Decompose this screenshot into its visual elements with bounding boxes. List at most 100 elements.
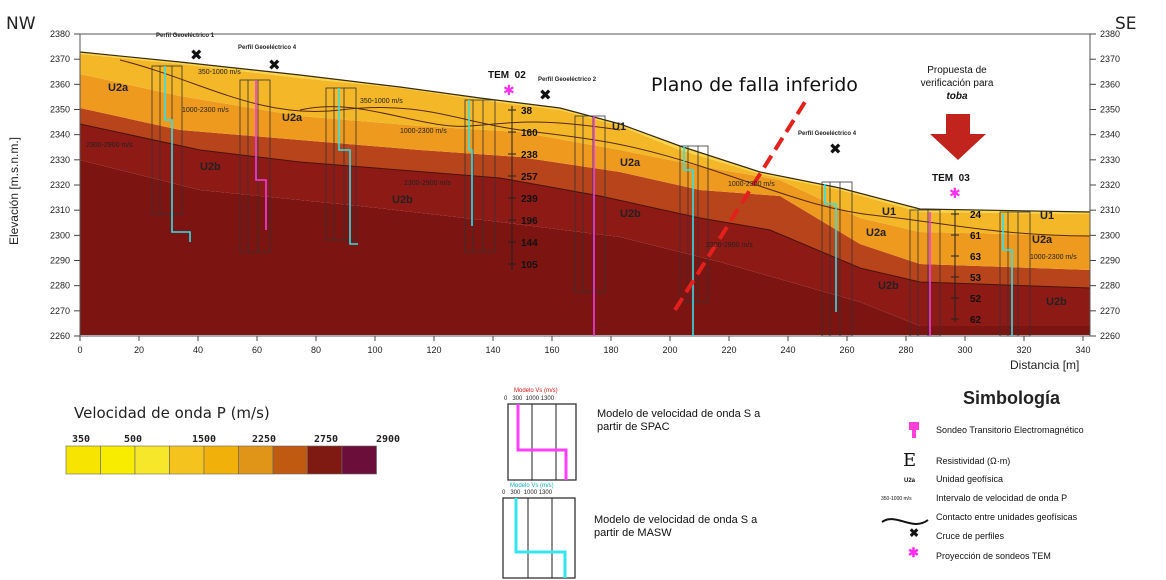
layer-u2b-mid	[80, 108, 1090, 288]
x-tick-label: 100	[367, 345, 382, 355]
layer-u2b-deep	[80, 124, 1090, 326]
profile-cross-icon: ✖	[909, 526, 920, 540]
velocity-label: 2300-2900 m/s	[404, 180, 451, 187]
velocity-color-swatch	[238, 445, 274, 475]
unit-label: U2b	[620, 208, 641, 220]
velocity-legend-tick: 500	[124, 434, 143, 445]
tem-projection-markers: ✱ ✱	[503, 83, 961, 202]
x-tick-label: 340	[1075, 345, 1090, 355]
unit-label: U2b	[878, 280, 899, 292]
direction-left: NW	[6, 14, 36, 34]
y-tick-label: 2350	[50, 105, 70, 115]
y-tick-label: 2270	[1100, 306, 1120, 316]
tem02-value: 257	[521, 172, 538, 183]
tem-projection-icon: ✱	[908, 545, 919, 560]
unit-label: U2a	[282, 112, 303, 124]
profile-cross-icon: ✖	[539, 86, 552, 104]
spac-model-ticks: 0 300 1000 1300	[504, 396, 555, 402]
velocity-label: 350-1000 m/s	[360, 98, 403, 105]
y-tick-label: 2340	[1100, 130, 1120, 140]
tem03-value: 24	[970, 210, 982, 221]
x-tick-label: 20	[134, 345, 144, 355]
profile-cross-icon: ✖	[190, 46, 203, 64]
x-tick-label: 260	[839, 345, 854, 355]
tem02-value: 238	[521, 150, 538, 161]
contact-line	[299, 106, 621, 131]
x-tick-label: 160	[544, 345, 559, 355]
velocity-label: 1000-2300 m/s	[182, 107, 229, 114]
tem02-value: 144	[521, 238, 538, 249]
spac-model-box	[507, 403, 577, 481]
y-tick-label: 2310	[1100, 205, 1120, 215]
simbologia-title: Simbología	[963, 388, 1061, 408]
x-tick-label: 140	[485, 345, 500, 355]
velocity-legend-tick: 2250	[252, 434, 277, 445]
unit-label: U2a	[620, 157, 641, 169]
y-tick-label: 2330	[50, 155, 70, 165]
y-tick-label: 2260	[1100, 331, 1120, 341]
velocity-color-swatch	[307, 445, 343, 475]
y-tick-label: 2270	[50, 306, 70, 316]
simbologia-item: Cruce de perfiles	[936, 531, 1005, 541]
tem03-value: 61	[970, 231, 982, 242]
simbologia-item: Proyección de sondeos TEM	[936, 551, 1051, 561]
tem03-value: 53	[970, 273, 982, 284]
velocity-legend-tick: 350	[72, 434, 91, 445]
masw-model-text: Modelo de velocidad de onda S a partir d…	[594, 514, 758, 539]
tem-projection-icon: ✱	[949, 186, 961, 202]
unit-label: U1	[612, 121, 627, 133]
unit-label: U2a	[866, 227, 887, 239]
velocity-color-swatch	[203, 445, 239, 475]
x-tick-label: 120	[426, 345, 441, 355]
y-tick-label: 2330	[1100, 155, 1120, 165]
spac-model-text: Modelo de velocidad de onda S a partir d…	[597, 408, 761, 433]
geophysical-unit-icon: U2a	[904, 478, 916, 484]
x-tick-label: 0	[77, 345, 82, 355]
velocity-legend-tick: 2900	[376, 434, 401, 445]
y-tick-label: 2260	[50, 331, 70, 341]
unit-label: U1	[1040, 210, 1055, 222]
tem02-value: 160	[521, 128, 538, 139]
proposal-line-2: verificación para	[920, 78, 994, 89]
unit-label: U2a	[1032, 234, 1053, 246]
y-tick-label: 2370	[50, 54, 70, 64]
y-axis-label: Elevación [m.s.n.m.]	[7, 136, 21, 246]
velocity-label: 2300-2900 m/s	[706, 242, 753, 249]
y-axis: 2380 2380 2370 2370 2360 2360 2350 2350 2340 2340…	[50, 29, 1120, 341]
x-tick-label: 60	[252, 345, 262, 355]
velocity-color-swatch	[65, 445, 101, 475]
y-tick-label: 2310	[50, 205, 70, 215]
y-tick-label: 2350	[1100, 105, 1120, 115]
velocity-color-swatch	[134, 445, 170, 475]
resistivity-columns	[151, 65, 1031, 337]
profile-label: Perfil Geoeléctrico 1	[156, 33, 215, 39]
tem-projection-icon: ✱	[503, 83, 515, 99]
y-tick-label: 2370	[1100, 54, 1120, 64]
y-tick-label: 2320	[1100, 180, 1120, 190]
layer-u2a-lower	[80, 74, 1090, 270]
masw-profiles	[164, 66, 1013, 336]
x-tick-label: 180	[603, 345, 618, 355]
x-tick-label: 40	[193, 345, 203, 355]
proposal-line-3: toba	[946, 91, 968, 102]
masw-model-ticks: 0 300 1000 1300	[502, 490, 553, 496]
section-layers	[79, 51, 1091, 335]
contact-line-icon	[881, 518, 929, 525]
x-tick-label: 220	[721, 345, 736, 355]
y-tick-label: 2290	[1100, 256, 1120, 266]
velocity-label: 350-1000 m/s	[198, 69, 241, 76]
contact-line	[79, 123, 1091, 289]
y-tick-label: 2280	[1100, 281, 1120, 291]
x-tick-label: 200	[662, 345, 677, 355]
unit-label: U2b	[200, 161, 221, 173]
tem02-value: 239	[521, 194, 538, 205]
tem03-label: TEM 03	[932, 173, 970, 184]
x-tick-label: 300	[957, 345, 972, 355]
unit-label: U2b	[1046, 296, 1067, 308]
x-tick-label: 80	[311, 345, 321, 355]
profile-label: Perfil Geoeléctrico 2	[538, 77, 597, 83]
y-tick-label: 2280	[50, 281, 70, 291]
simbologia-item: Unidad geofísica	[936, 474, 1004, 484]
contact-line	[119, 59, 1091, 237]
